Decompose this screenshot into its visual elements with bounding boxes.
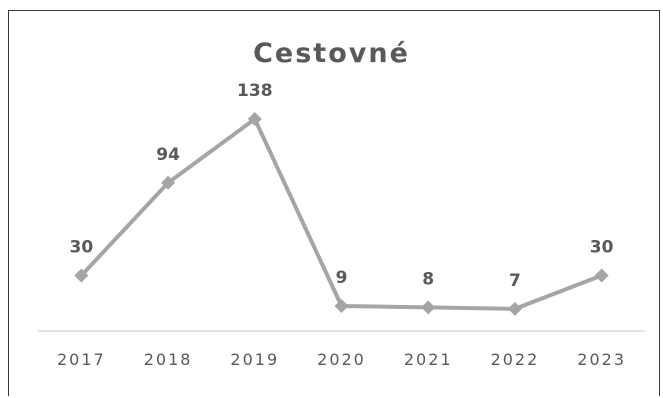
x-tick-label: 2020	[317, 350, 366, 369]
data-label: 9	[336, 268, 348, 288]
x-tick-label: 2023	[577, 350, 626, 369]
data-point-marker	[594, 268, 609, 283]
data-point-marker	[161, 175, 176, 190]
data-label: 8	[422, 269, 434, 289]
x-tick-label: 2017	[57, 350, 106, 369]
data-label: 30	[70, 238, 94, 258]
data-point-marker	[74, 268, 89, 283]
data-point-marker	[507, 301, 522, 316]
data-label: 94	[156, 145, 180, 165]
x-tick-label: 2019	[230, 350, 279, 369]
data-point-marker	[334, 298, 349, 313]
data-label: 7	[509, 271, 521, 291]
data-label: 138	[237, 81, 273, 101]
x-tick-label: 2021	[404, 350, 453, 369]
x-tick-label: 2022	[491, 350, 540, 369]
x-tick-label: 2018	[144, 350, 193, 369]
data-point-marker	[247, 112, 262, 126]
data-point-marker	[421, 300, 436, 315]
chart-title: Cestovné	[253, 38, 410, 69]
data-label: 30	[590, 238, 614, 258]
